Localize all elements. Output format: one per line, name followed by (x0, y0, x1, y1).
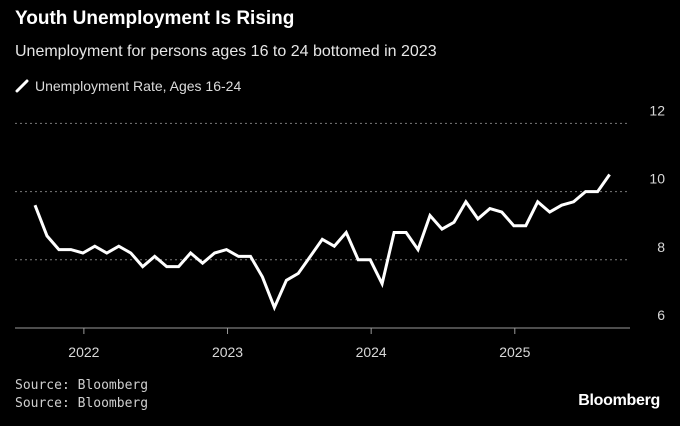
legend: Unemployment Rate, Ages 16-24 (15, 78, 241, 94)
y-tick-label: 8 (657, 239, 665, 255)
source-note: Source: Bloomberg (15, 396, 149, 411)
chart-subtitle: Unemployment for persons ages 16 to 24 b… (15, 43, 437, 60)
x-tick-label: 2022 (68, 344, 99, 360)
y-tick-label: 6 (657, 307, 665, 323)
x-tick-label: 2024 (356, 344, 387, 360)
y-tick-label: 10 (649, 171, 665, 187)
x-tick-label: 2023 (212, 344, 243, 360)
series-line (33, 173, 611, 312)
legend-label: Unemployment Rate, Ages 16-24 (35, 78, 242, 94)
legend-swatch-icon (15, 79, 29, 93)
bloomberg-logo: Bloomberg (578, 392, 660, 409)
source-note: Source: Bloomberg (15, 378, 149, 393)
y-tick-label: 12 (649, 102, 665, 118)
chart-title: Youth Unemployment Is Rising (15, 8, 295, 29)
x-tick-label: 2025 (499, 344, 530, 360)
